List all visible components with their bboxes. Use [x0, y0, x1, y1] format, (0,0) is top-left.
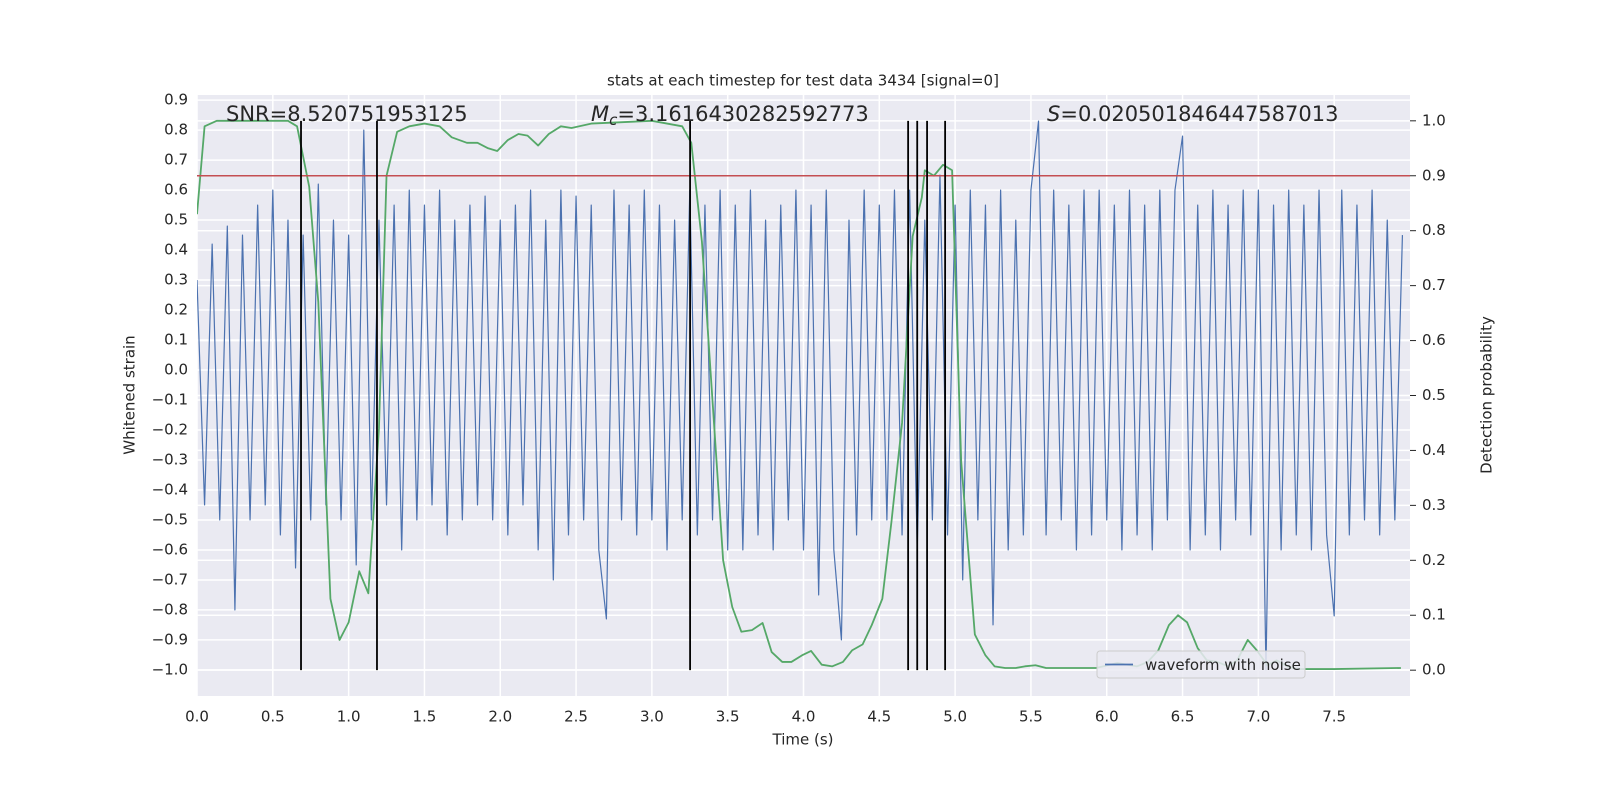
y2-axis-label: Detection probability [1478, 316, 1496, 474]
y-axis-label: Whitened strain [121, 335, 139, 454]
y2-tick-label: 0.3 [1422, 496, 1446, 514]
y2-tick-label: 0.9 [1422, 166, 1446, 184]
y2-tick-label: 0.7 [1422, 276, 1446, 294]
probability-line [197, 119, 1401, 670]
annotation-subscript: c [609, 111, 618, 129]
y-tick-label: −0.9 [152, 630, 188, 648]
y2-tick-label: 0.8 [1422, 221, 1446, 239]
x-tick-label: 0.0 [185, 708, 209, 726]
y2-tick-label: 0.6 [1422, 331, 1446, 349]
annotation-text: =3.1616430282592773 [617, 102, 868, 126]
x-tick-label: 4.5 [867, 708, 891, 726]
y-tick-label: −0.5 [152, 510, 188, 528]
x-tick-label: 3.0 [640, 708, 664, 726]
x-tick-label: 6.5 [1171, 708, 1195, 726]
legend: waveform with noise [1096, 650, 1306, 679]
annotation: Mc=3.1616430282592773 [591, 102, 869, 129]
y-tick-label: −0.6 [152, 540, 188, 558]
y-tick-label: −0.4 [152, 480, 188, 498]
y2-tick-label: 1.0 [1422, 111, 1446, 129]
legend-label: waveform with noise [1145, 656, 1301, 674]
x-tick-label: 2.5 [564, 708, 588, 726]
y-tick-label: 0.3 [164, 271, 188, 289]
y-tick-label: 0.7 [164, 151, 188, 169]
y2-tick-label: 0.2 [1422, 551, 1446, 569]
x-tick-label: 7.0 [1246, 708, 1270, 726]
x-tick-label: 7.5 [1322, 708, 1346, 726]
x-tick-label: 2.0 [488, 708, 512, 726]
y-tick-label: 0.8 [164, 121, 188, 139]
waveform-line [197, 120, 1404, 671]
annotation: S=0.020501846447587013 [1047, 102, 1338, 126]
x-tick-label: 5.0 [943, 708, 967, 726]
chart-title: stats at each timestep for test data 343… [607, 72, 999, 90]
y-tick-label: 0.0 [164, 361, 188, 379]
y-tick-label: 0.9 [164, 91, 188, 109]
annotation-symbol: S [1047, 102, 1060, 126]
x-tick-label: 1.5 [413, 708, 437, 726]
y-tick-label: 0.6 [164, 181, 188, 199]
y-tick-label: −0.1 [152, 390, 188, 408]
y-tick-label: 0.1 [164, 331, 188, 349]
x-tick-label: 1.0 [337, 708, 361, 726]
y-tick-label: −0.3 [152, 450, 188, 468]
annotation: SNR=8.520751953125 [226, 102, 468, 126]
y-tick-label: −1.0 [152, 660, 188, 678]
y-tick-label: 0.2 [164, 301, 188, 319]
x-tick-label: 0.5 [261, 708, 285, 726]
y2-tick-label: 0.1 [1422, 606, 1446, 624]
y-tick-label: −0.7 [152, 570, 188, 588]
y-tick-label: 0.5 [164, 211, 188, 229]
annotation-symbol: M [591, 102, 609, 126]
x-tick-label: 4.0 [792, 708, 816, 726]
y-tick-label: −0.8 [152, 600, 188, 618]
x-tick-label: 5.5 [1019, 708, 1043, 726]
y-tick-label: 0.4 [164, 241, 188, 259]
x-tick-label: 6.0 [1095, 708, 1119, 726]
x-axis-label: Time (s) [772, 731, 834, 749]
y2-tick-label: 0.4 [1422, 441, 1446, 459]
x-tick-label: 3.5 [716, 708, 740, 726]
legend-box [1096, 650, 1306, 679]
y2-tick-label: 0.0 [1422, 661, 1446, 679]
y-tick-label: −0.2 [152, 420, 188, 438]
annotation-text: =0.020501846447587013 [1060, 102, 1338, 126]
y2-tick-label: 0.5 [1422, 386, 1446, 404]
